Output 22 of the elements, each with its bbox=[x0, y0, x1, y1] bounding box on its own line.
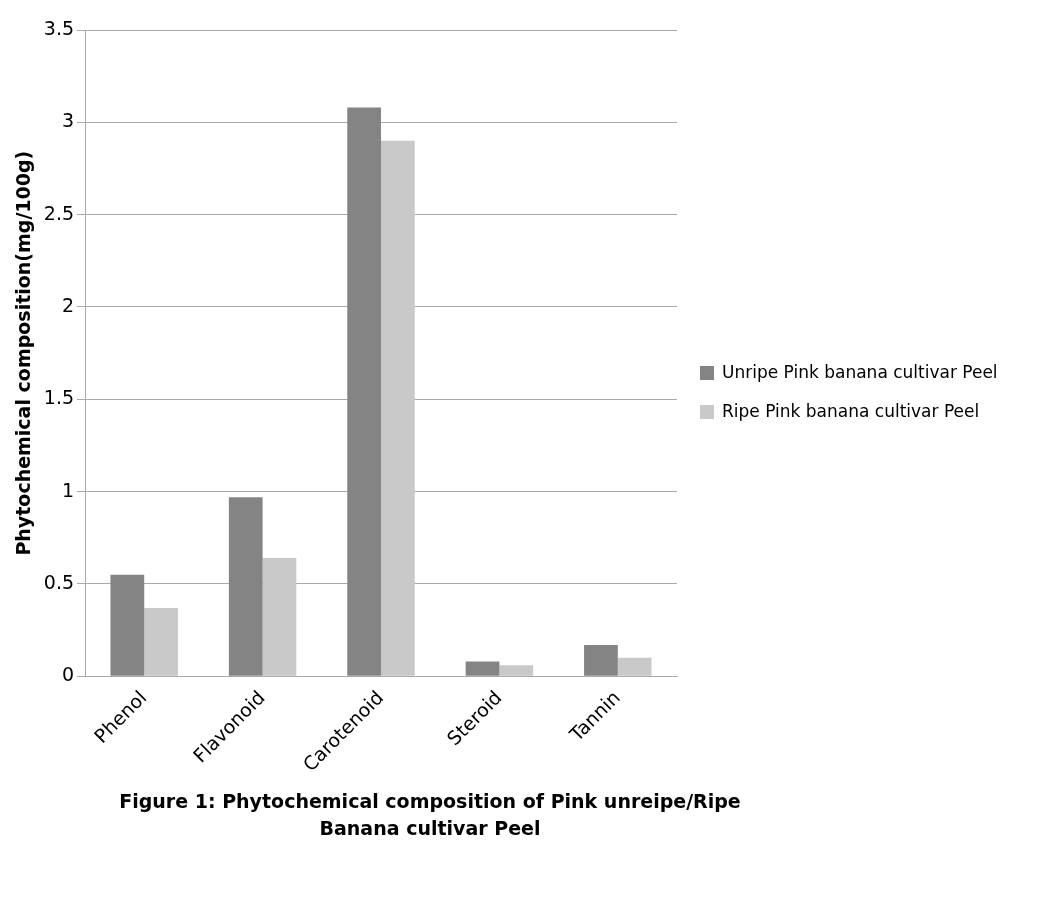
bar bbox=[347, 107, 382, 676]
y-tick-label: 2 bbox=[61, 293, 75, 316]
bar bbox=[228, 497, 263, 676]
y-tick-label: 0.5 bbox=[43, 570, 75, 593]
y-tick-label: 0 bbox=[61, 663, 75, 686]
bar bbox=[584, 644, 618, 676]
bar bbox=[110, 574, 145, 676]
y-tick-label: 1 bbox=[61, 478, 75, 501]
bar bbox=[262, 558, 297, 676]
legend-label: Unripe Pink banana cultivar Peel bbox=[722, 361, 998, 384]
y-tick-label: 3 bbox=[61, 109, 75, 132]
bar bbox=[617, 657, 652, 676]
bar bbox=[381, 140, 415, 676]
y-axis-title: Phytochemical composition(mg/100g) bbox=[12, 150, 35, 556]
y-tick-label: 3.5 bbox=[43, 16, 75, 39]
bar bbox=[499, 665, 534, 676]
legend-label: Ripe Pink banana cultivar Peel bbox=[722, 400, 980, 423]
bar bbox=[465, 661, 500, 676]
text: Figure 1: Phytochemical composition of Pink unreipe/Ripe Banana cultivar Peel bbox=[118, 789, 742, 841]
y-tick-label: 2.5 bbox=[43, 201, 75, 224]
bar bbox=[144, 607, 178, 676]
y-tick-label: 1.5 bbox=[43, 386, 75, 409]
